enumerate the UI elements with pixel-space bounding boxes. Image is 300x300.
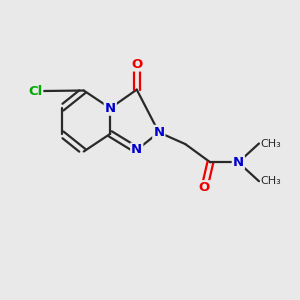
Text: N: N [105, 102, 116, 115]
Text: O: O [131, 58, 142, 70]
Text: N: N [153, 126, 164, 139]
Text: N: N [131, 143, 142, 157]
Text: CH₃: CH₃ [260, 139, 281, 148]
Text: Cl: Cl [28, 85, 42, 98]
Text: O: O [199, 181, 210, 194]
Text: CH₃: CH₃ [260, 176, 281, 186]
Text: N: N [233, 156, 244, 169]
